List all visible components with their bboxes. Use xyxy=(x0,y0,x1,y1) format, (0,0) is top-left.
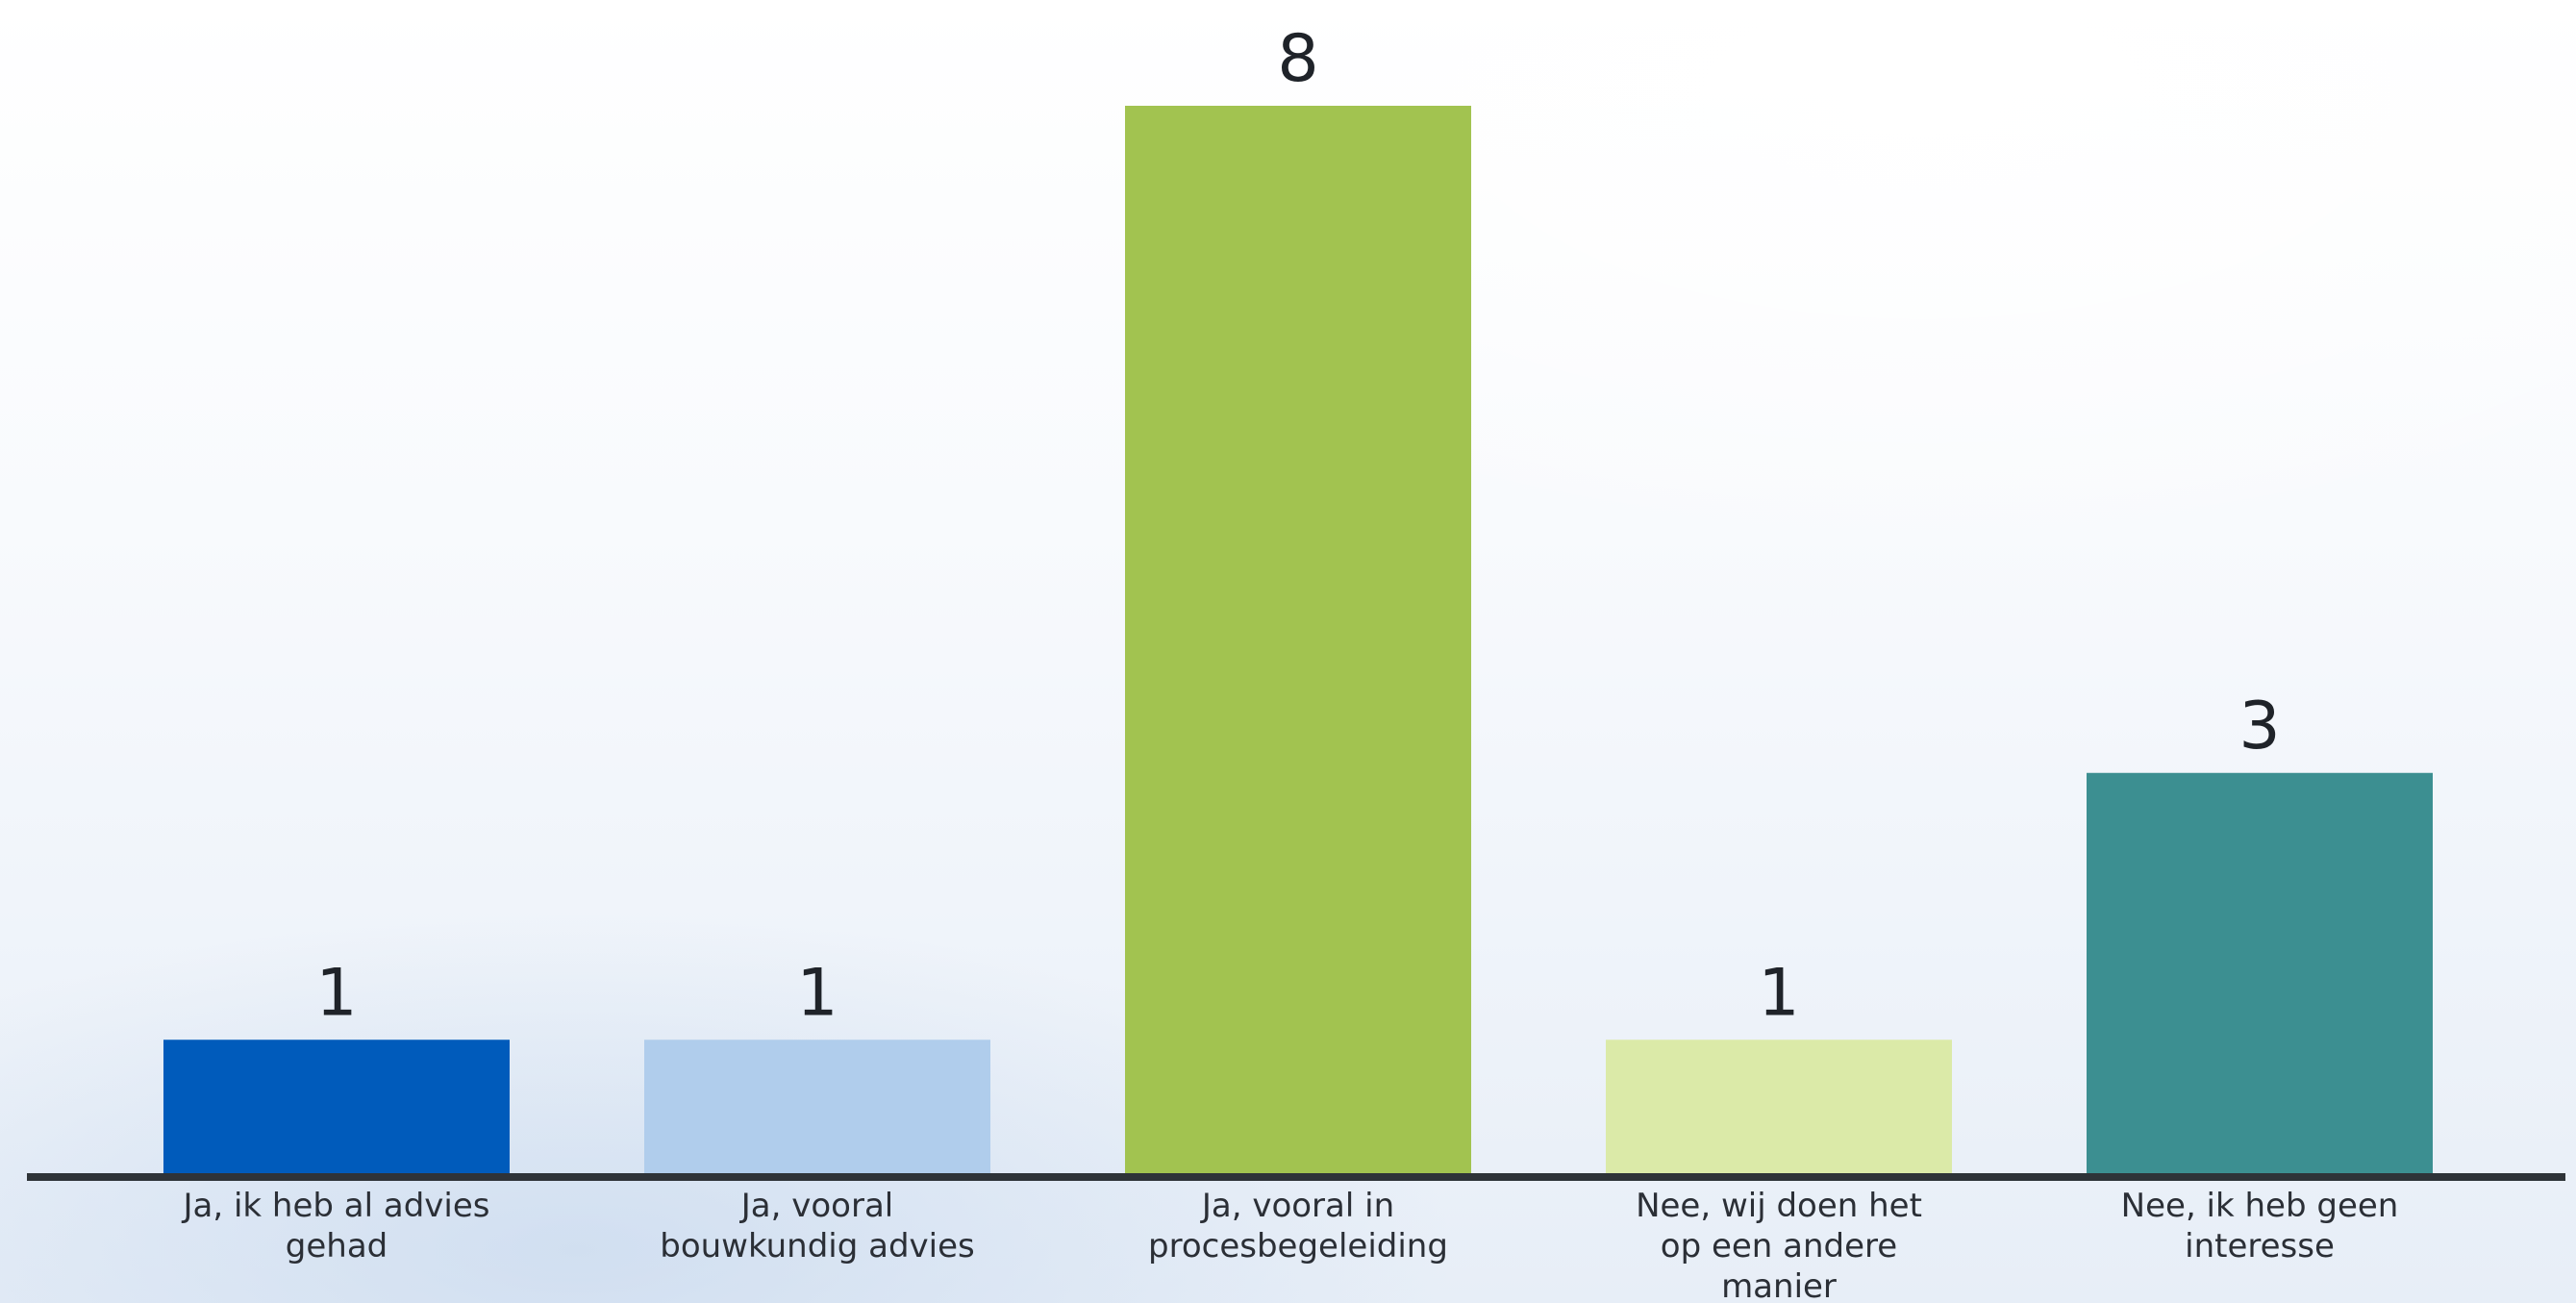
bar-2 xyxy=(644,1040,990,1173)
bar-3 xyxy=(1125,106,1471,1173)
value-label-5: 3 xyxy=(2238,689,2280,764)
value-label-4: 1 xyxy=(1758,955,1799,1031)
category-label-line: bouwkundig advies xyxy=(660,1227,975,1265)
category-label-line: Nee, wij doen het xyxy=(1636,1187,1922,1225)
value-label-3: 8 xyxy=(1277,21,1318,97)
category-label-2: Ja, vooral bouwkundig advies xyxy=(660,1187,975,1265)
category-label-line: gehad xyxy=(286,1227,388,1265)
category-label-line: manier xyxy=(1721,1267,1837,1303)
category-label-line: procesbegeleiding xyxy=(1148,1227,1448,1265)
category-label-4: Nee, wij doen het op een andere manier xyxy=(1636,1187,1922,1303)
category-label-line: Ja, vooral xyxy=(739,1187,893,1225)
bar-5 xyxy=(2087,772,2433,1173)
category-label-5: Nee, ik heb geen interesse xyxy=(2121,1187,2399,1265)
category-label-line: interesse xyxy=(2185,1227,2335,1265)
value-label-1: 1 xyxy=(315,955,357,1031)
value-labels-group: 1 1 8 1 3 xyxy=(315,21,2280,1031)
category-label-line: Ja, vooral in xyxy=(1200,1187,1394,1225)
bar-4 xyxy=(1606,1040,1952,1173)
category-label-3: Ja, vooral in procesbegeleiding xyxy=(1148,1187,1448,1265)
bar-1 xyxy=(163,1040,510,1173)
value-label-2: 1 xyxy=(796,955,838,1031)
category-label-line: Ja, ik heb al advies xyxy=(182,1187,490,1225)
category-label-1: Ja, ik heb al advies gehad xyxy=(182,1187,490,1265)
category-label-line: Nee, ik heb geen xyxy=(2121,1187,2399,1225)
bars-group xyxy=(163,106,2433,1173)
category-labels-group: Ja, ik heb al advies gehad Ja, vooral bouwk… xyxy=(182,1187,2399,1303)
category-label-line: op een andere xyxy=(1661,1227,1897,1265)
